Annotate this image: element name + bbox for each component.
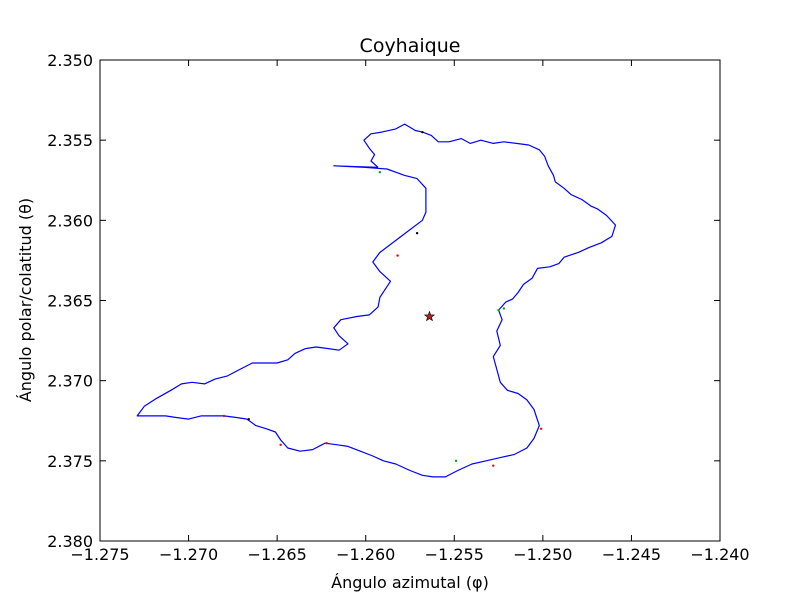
data-point (222, 414, 226, 418)
data-point (502, 307, 506, 310)
data-point (247, 417, 250, 421)
x-axis-label: Ángulo azimutal (φ) (331, 573, 489, 592)
data-point (378, 171, 382, 174)
y-tick-label: 2.375 (47, 452, 93, 471)
data-point (454, 459, 458, 463)
data-point (492, 464, 495, 467)
x-tick-label: −1.245 (602, 545, 661, 564)
x-tick-label: −1.270 (159, 545, 218, 564)
y-tick-label: 2.360 (47, 211, 93, 230)
y-tick-label: 2.380 (47, 532, 93, 551)
data-layer (136, 123, 617, 478)
x-tick-label: −1.255 (425, 545, 484, 564)
y-axis-label: Ángulo polar/colatitud (θ) (16, 198, 35, 402)
data-point (421, 130, 424, 134)
x-tick-label: −1.265 (248, 545, 307, 564)
x-tick-label: −1.250 (513, 545, 572, 564)
boundary-line (136, 123, 617, 478)
y-axis: 2.350 2.355 2.360 2.365 2.370 2.375 2.380 (47, 51, 720, 551)
y-tick-label: 2.365 (47, 292, 93, 311)
y-tick-label: 2.370 (47, 372, 93, 391)
data-point (325, 441, 328, 445)
x-tick-label: −1.240 (690, 545, 749, 564)
x-tick-label: −1.275 (70, 545, 129, 564)
data-point (539, 427, 543, 430)
data-point (415, 231, 419, 235)
chart-title: Coyhaique (360, 35, 461, 57)
x-tick-label: −1.260 (336, 545, 395, 564)
y-tick-label: 2.350 (47, 51, 93, 70)
data-point (396, 254, 399, 257)
data-point (497, 308, 500, 312)
center-star-marker (423, 310, 436, 322)
y-tick-label: 2.355 (47, 131, 93, 150)
x-axis: −1.275 −1.270 −1.265 −1.260 −1.255 −1.250 −1.2… (70, 60, 750, 564)
plot-area (136, 123, 617, 478)
data-point (279, 443, 282, 446)
